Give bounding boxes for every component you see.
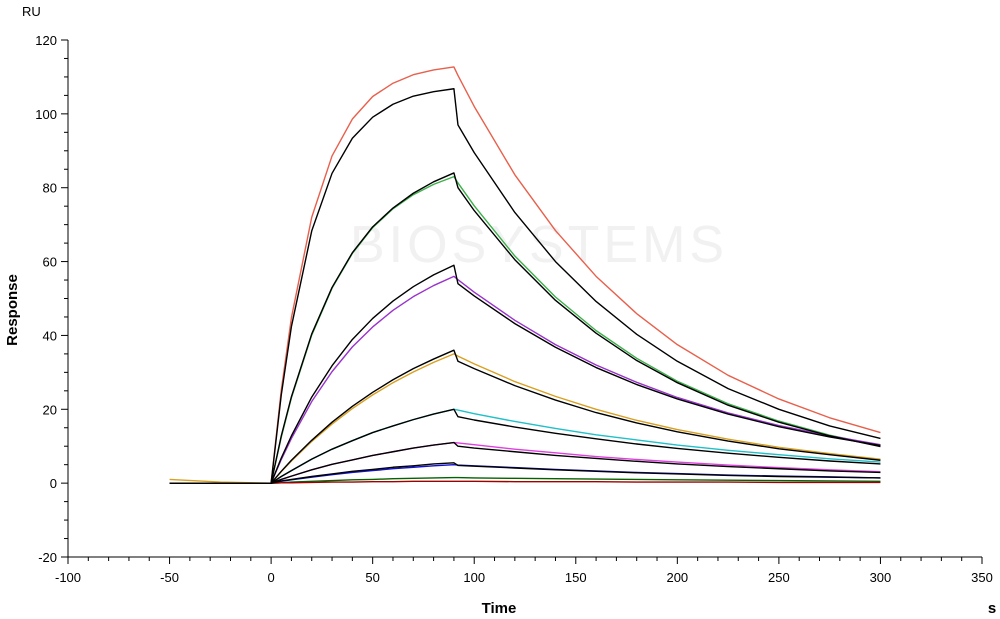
- series-line: [169, 441, 881, 484]
- y-tick-label: 100: [35, 107, 57, 122]
- x-tick-label: 250: [768, 570, 790, 585]
- x-tick-label: 300: [870, 570, 892, 585]
- y-tick-label: 80: [43, 181, 57, 196]
- y-tick-label: 20: [43, 402, 57, 417]
- y-axis-title: Response: [4, 274, 21, 346]
- y-tick-label: 60: [43, 255, 57, 270]
- y-tick-label: 40: [43, 328, 57, 343]
- x-tick-label: 0: [267, 570, 274, 585]
- x-tick-label: 200: [666, 570, 688, 585]
- y-tick-label: 0: [50, 476, 57, 491]
- series-line: [169, 462, 881, 484]
- x-tick-label: 150: [565, 570, 587, 585]
- series-line: [169, 349, 881, 484]
- series-line: [169, 275, 881, 484]
- series-line: [169, 172, 881, 484]
- y-tick-label: -20: [38, 550, 57, 565]
- series-line: [169, 353, 881, 484]
- x-tick-label: 350: [971, 570, 993, 585]
- series-line: [169, 88, 881, 484]
- series-line: [169, 264, 881, 484]
- x-axis-unit: s: [988, 600, 996, 617]
- x-axis-title: Time: [482, 600, 517, 617]
- x-tick-label: 50: [365, 570, 379, 585]
- watermark: BIOSYSTEMS: [350, 216, 728, 274]
- x-tick-label: -100: [55, 570, 81, 585]
- y-tick-label: 120: [35, 33, 57, 48]
- series-line: [169, 66, 881, 484]
- series-line: [169, 480, 881, 484]
- series-line: [169, 408, 881, 484]
- x-tick-label: 100: [463, 570, 485, 585]
- unit-label: RU: [22, 4, 41, 19]
- x-tick-label: -50: [160, 570, 179, 585]
